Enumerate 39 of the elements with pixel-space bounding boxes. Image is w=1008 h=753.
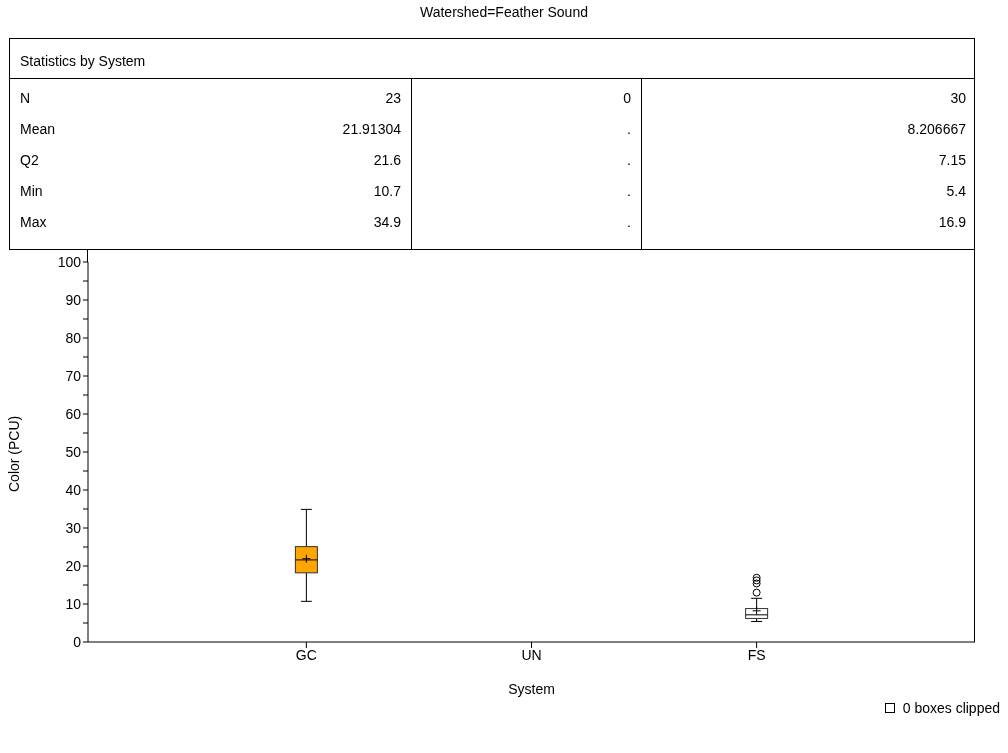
- text: 0: [623, 90, 631, 106]
- text: N: [20, 90, 31, 106]
- text: Statistics by System: [10, 39, 974, 79]
- x-axis-title: System: [508, 681, 555, 697]
- text: Min: [20, 183, 43, 199]
- text: 7.15: [938, 152, 966, 168]
- text: 21.6: [373, 152, 401, 168]
- text: 34.9: [373, 214, 401, 230]
- text: .: [627, 152, 631, 168]
- text: Max: [20, 214, 47, 230]
- y-tick-label: 80: [65, 329, 82, 346]
- text: 23: [385, 90, 401, 106]
- text: Q2: [20, 152, 39, 168]
- text: 30: [950, 90, 966, 106]
- text: Mean: [20, 121, 56, 137]
- x-tick-label: UN: [521, 646, 542, 663]
- text: 5.4: [946, 183, 966, 199]
- text: 16.9: [938, 214, 966, 230]
- text: 21.91304: [342, 121, 401, 137]
- y-tick-label: 100: [57, 253, 82, 270]
- text: 8.206667: [907, 121, 966, 137]
- y-axis-title: Color (PCU): [5, 415, 22, 492]
- y-tick-label: 20: [65, 557, 82, 574]
- y-tick-label: 0: [73, 633, 82, 650]
- chart-title: Watershed=Feather Sound: [419, 4, 589, 20]
- text: 0 boxes clipped: [902, 700, 1000, 716]
- x-tick-label: GC: [295, 646, 317, 663]
- x-tick-label: FS: [747, 646, 766, 663]
- text: .: [627, 214, 631, 230]
- y-tick-label: 70: [65, 367, 82, 384]
- text: 10.7: [373, 183, 401, 199]
- y-tick-label: 50: [65, 443, 82, 460]
- text: .: [627, 121, 631, 137]
- text: .: [627, 183, 631, 199]
- y-tick-label: 30: [65, 519, 82, 536]
- y-tick-label: 10: [65, 595, 82, 612]
- y-tick-label: 40: [65, 481, 82, 498]
- y-tick-label: 60: [65, 405, 82, 422]
- y-tick-label: 90: [65, 291, 82, 308]
